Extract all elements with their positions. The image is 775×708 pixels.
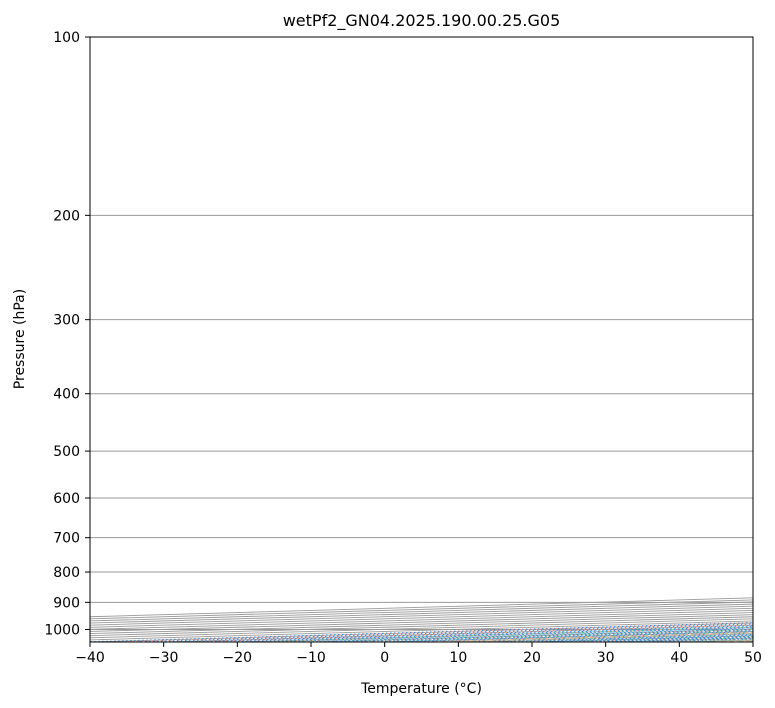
isotherm-line [90, 620, 753, 641]
isotherm-line [458, 633, 753, 642]
dry-adiabat-line [711, 640, 753, 642]
isotherm-line [679, 639, 753, 642]
isotherm-line [384, 631, 753, 642]
dry-adiabat-line [487, 633, 753, 642]
isotherm-line [90, 614, 753, 635]
isotherm-line [752, 641, 753, 642]
y-tick-label: 400 [53, 387, 80, 403]
isotherm-line [90, 599, 753, 620]
isotherm-line [90, 605, 753, 626]
moist-adiabat-line [602, 637, 753, 642]
isotherm-line [90, 609, 753, 630]
mixing-ratio-line [262, 627, 753, 642]
isotherm-line [605, 637, 753, 642]
dry-adiabat-line [114, 622, 753, 642]
y-tick-label: 700 [53, 531, 80, 547]
dry-adiabat-line [263, 626, 753, 642]
isotherm-line [90, 603, 753, 624]
y-tick-label: 1000 [44, 622, 80, 638]
y-tick-label: 200 [53, 208, 80, 224]
moist-adiabat-line [660, 638, 753, 642]
dry-adiabat-line [338, 628, 753, 642]
isotherm-line [90, 612, 753, 632]
isotherm-line [90, 601, 753, 622]
dry-adiabat-line [562, 635, 753, 642]
x-tick-label: −10 [296, 650, 326, 666]
y-tick-label: 500 [53, 444, 80, 460]
y-tick-label: 100 [53, 30, 80, 46]
moist-adiabat-line [718, 640, 753, 642]
moist-adiabat-line [260, 626, 753, 642]
x-axis-label: Temperature (°C) [360, 681, 482, 697]
isotherm-line [237, 626, 753, 642]
mixing-ratio-line [131, 623, 753, 642]
dry-adiabat-line [188, 624, 753, 642]
moist-adiabat-line [317, 628, 753, 642]
reference-curve [442, 631, 753, 642]
moist-adiabat-line [487, 633, 753, 642]
mixing-ratio-line [572, 636, 753, 642]
y-axis-label: Pressure (hPa) [12, 289, 28, 389]
x-tick-label: 0 [380, 650, 389, 666]
dry-adiabat-line [412, 631, 753, 642]
chart-title: wetPf2_GN04.2025.190.00.25.G05 [283, 11, 561, 31]
y-tick-label: 800 [53, 565, 80, 581]
x-tick-label: 40 [670, 650, 688, 666]
isotherm-line [90, 622, 753, 642]
dry-adiabat-line [636, 637, 753, 642]
y-tick-label: 900 [53, 595, 80, 611]
x-tick-label: 20 [523, 650, 541, 666]
background-reference-lines [90, 37, 753, 642]
isotherm-line [90, 618, 753, 639]
isotherm-line [163, 624, 753, 642]
x-tick-label: −30 [149, 650, 179, 666]
isotherm-line [310, 628, 753, 642]
moist-adiabat-line [374, 630, 753, 642]
isotherm-line [531, 635, 753, 642]
moist-adiabat-line [544, 635, 753, 642]
x-tick-label: −40 [75, 650, 105, 666]
x-tick-label: 30 [597, 650, 615, 666]
x-tick-label: −20 [223, 650, 253, 666]
y-tick-label: 600 [53, 491, 80, 507]
x-tick-label: 10 [449, 650, 467, 666]
isotherm-line [90, 607, 753, 628]
axes-layer: −40 −30 −20 −10 0 10 20 30 40 50 100 200 300 400 500 60… [44, 30, 762, 666]
y-tick-label: 300 [53, 313, 80, 329]
moist-adiabat-line [431, 631, 753, 642]
x-tick-label: 50 [744, 650, 762, 666]
plot-frame [89, 36, 754, 643]
mixing-ratio-line [326, 629, 753, 642]
isotherm-line [90, 616, 753, 637]
isotherm-line [90, 597, 753, 618]
mixing-ratio-line [599, 637, 753, 642]
